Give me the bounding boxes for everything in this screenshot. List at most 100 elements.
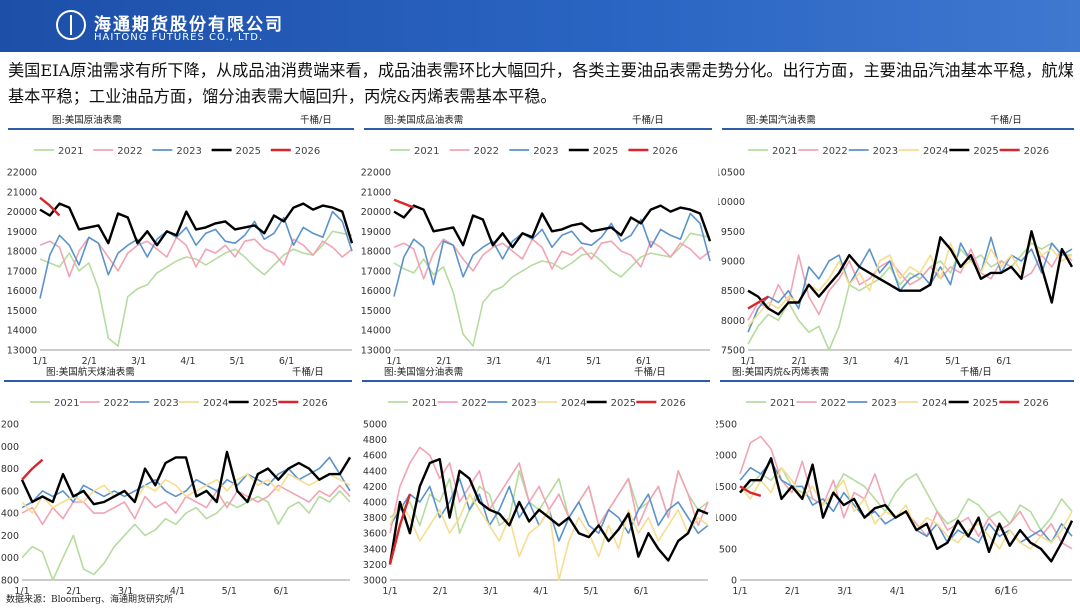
chart-title: 图:美国丙烷&丙烯表需 [732,367,830,378]
x-tick-label: 6/1 [634,586,649,597]
x-tick-label: 1/1 [14,586,29,597]
series-line-2025 [20,450,352,506]
y-tick-label: 17000 [361,266,391,277]
y-tick-label: 2000 [0,442,19,453]
company-name-en: HAITONG FUTURES CO., LTD. [94,32,264,43]
series-line-2022 [393,238,711,280]
panel-divider [364,128,712,130]
chart-svg: 2021 2022 2023 2025 2026 13000 14000 15000 16000… [361,146,712,367]
chart-unit: 千桶/日 [990,115,1022,126]
y-axis: 13000 14000 15000 16000 17000 18000 19000 20000… [7,168,37,357]
chart-title: 图:美国馏分油表需 [384,367,464,378]
x-tick-label: 3/1 [843,356,858,367]
series-line-2021 [739,466,1073,531]
series-line-2026 [739,485,762,497]
y-tick-label: 3200 [363,560,387,571]
chart-unit: 千桶/日 [300,115,332,126]
y-tick-label: 18000 [7,247,37,258]
x-axis: 1/1 2/1 3/1 4/1 5/1 6/1 [32,356,294,367]
x-tick-label: 5/1 [942,586,957,597]
y-tick-label: 2500 [716,420,737,431]
legend-label-2025: 2025 [253,398,278,409]
x-tick-label: 3/1 [837,586,852,597]
legend: 2021 2022 2023 2024 2025 2026 [30,398,328,409]
legend-label-2026: 2026 [302,398,327,409]
legend-label-2023: 2023 [153,398,178,409]
y-tick-label: 9500 [721,227,745,238]
y-axis: 3000 3200 3400 3600 3800 4000 4200 4400 4600 4800… [363,420,387,587]
chart-title: 图:美国航天煤油表需 [46,367,135,378]
y-tick-label: 1400 [0,509,19,520]
y-tick-label: 4000 [363,498,387,509]
x-tick-label: 4/1 [533,586,548,597]
y-tick-label: 4800 [363,435,387,446]
x-axis: 1/1 2/1 3/1 4/1 5/1 6/1 [386,356,651,367]
chart-panel-5: 图:美国馏分油表需 千桶/日 2021 2022 2023 2024 2025 2026 300… [358,364,716,602]
y-tick-label: 5000 [363,420,387,431]
x-tick-label: 3/1 [483,586,498,597]
x-tick-label: 5/1 [583,586,598,597]
company-name-cn: 海通期货股份有限公司 [94,15,284,35]
x-axis: 1/1 2/1 3/1 4/1 5/1 6/1 [732,586,1010,597]
x-tick-label: 1/1 [386,356,401,367]
chart-svg: 2021 2022 2023 2024 2025 2026 7500 8000 8500 9000… [718,146,1074,367]
y-tick-label: 16000 [7,286,37,297]
legend-label-2021: 2021 [54,398,79,409]
y-tick-label: 1000 [0,553,19,564]
series-line-2025 [747,230,1074,316]
x-axis: 1/1 2/1 3/1 4/1 5/1 6/1 [382,586,649,597]
y-tick-label: 2200 [0,420,19,431]
legend-label-2023: 2023 [873,146,898,157]
y-tick-label: 800 [1,576,19,587]
y-tick-label: 10000 [718,197,745,208]
y-tick-label: 3800 [363,513,387,524]
legend-label-2021: 2021 [772,146,797,157]
series-line-2025 [388,457,709,565]
legend-label-2022: 2022 [474,146,499,157]
y-tick-label: 4600 [363,451,387,462]
legend-label-2026: 2026 [660,398,685,409]
x-tick-label: 2/1 [436,356,451,367]
legend-label-2025: 2025 [973,398,998,409]
y-tick-label: 1800 [0,464,19,475]
y-tick-label: 21000 [361,187,391,198]
x-tick-label: 4/1 [180,356,195,367]
x-tick-label: 3/1 [118,586,133,597]
x-tick-label: 5/1 [945,356,960,367]
series-line-2024 [21,473,351,514]
y-axis: 13000 14000 15000 16000 17000 18000 19000 20000… [361,168,391,357]
y-tick-label: 22000 [7,168,37,179]
y-tick-label: 15000 [361,306,391,317]
y-tick-label: 2000 [716,451,737,462]
x-tick-label: 4/1 [894,356,909,367]
chart-panel-2: 图:美国成品油表需 千桶/日 2021 2022 2023 2025 2026 13000 14… [360,112,718,372]
y-tick-label: 18000 [361,247,391,258]
chart-svg: 2021 2022 2023 2024 2025 2026 800 1000 1200 1400 1… [0,398,352,597]
chart-title: 图:美国原油表需 [52,115,122,126]
legend-label-2025: 2025 [593,146,618,157]
series-line-2023 [739,460,1073,544]
series-line-2026 [21,458,44,481]
x-tick-label: 2/1 [66,586,81,597]
legend-label-2023: 2023 [871,398,896,409]
x-axis: 1/1 2/1 3/1 4/1 5/1 6/1 [740,356,1011,367]
legend-label-2025: 2025 [611,398,636,409]
panel-divider [4,380,352,382]
y-tick-label: 10500 [718,168,745,179]
legend-label-2024: 2024 [203,398,228,409]
y-tick-label: 4400 [363,466,387,477]
chart-svg: 2021 2022 2023 2025 2026 13000 14000 15000 16000… [7,146,354,367]
x-tick-label: 4/1 [536,356,551,367]
data-source: 数据来源：Bloomberg、海通期货研究所 [6,595,174,605]
legend-label-2021: 2021 [58,146,83,157]
legend: 2021 2022 2023 2025 2026 [390,146,678,157]
y-tick-label: 19000 [7,227,37,238]
y-tick-label: 20000 [361,207,391,218]
legend-label-2026: 2026 [1023,398,1048,409]
y-tick-label: 17000 [7,266,37,277]
series-line-2026 [39,196,61,217]
y-tick-label: 1000 [716,513,737,524]
y-tick-label: 1500 [716,482,737,493]
legend-label-2022: 2022 [822,146,847,157]
legend-label-2026: 2026 [652,146,677,157]
